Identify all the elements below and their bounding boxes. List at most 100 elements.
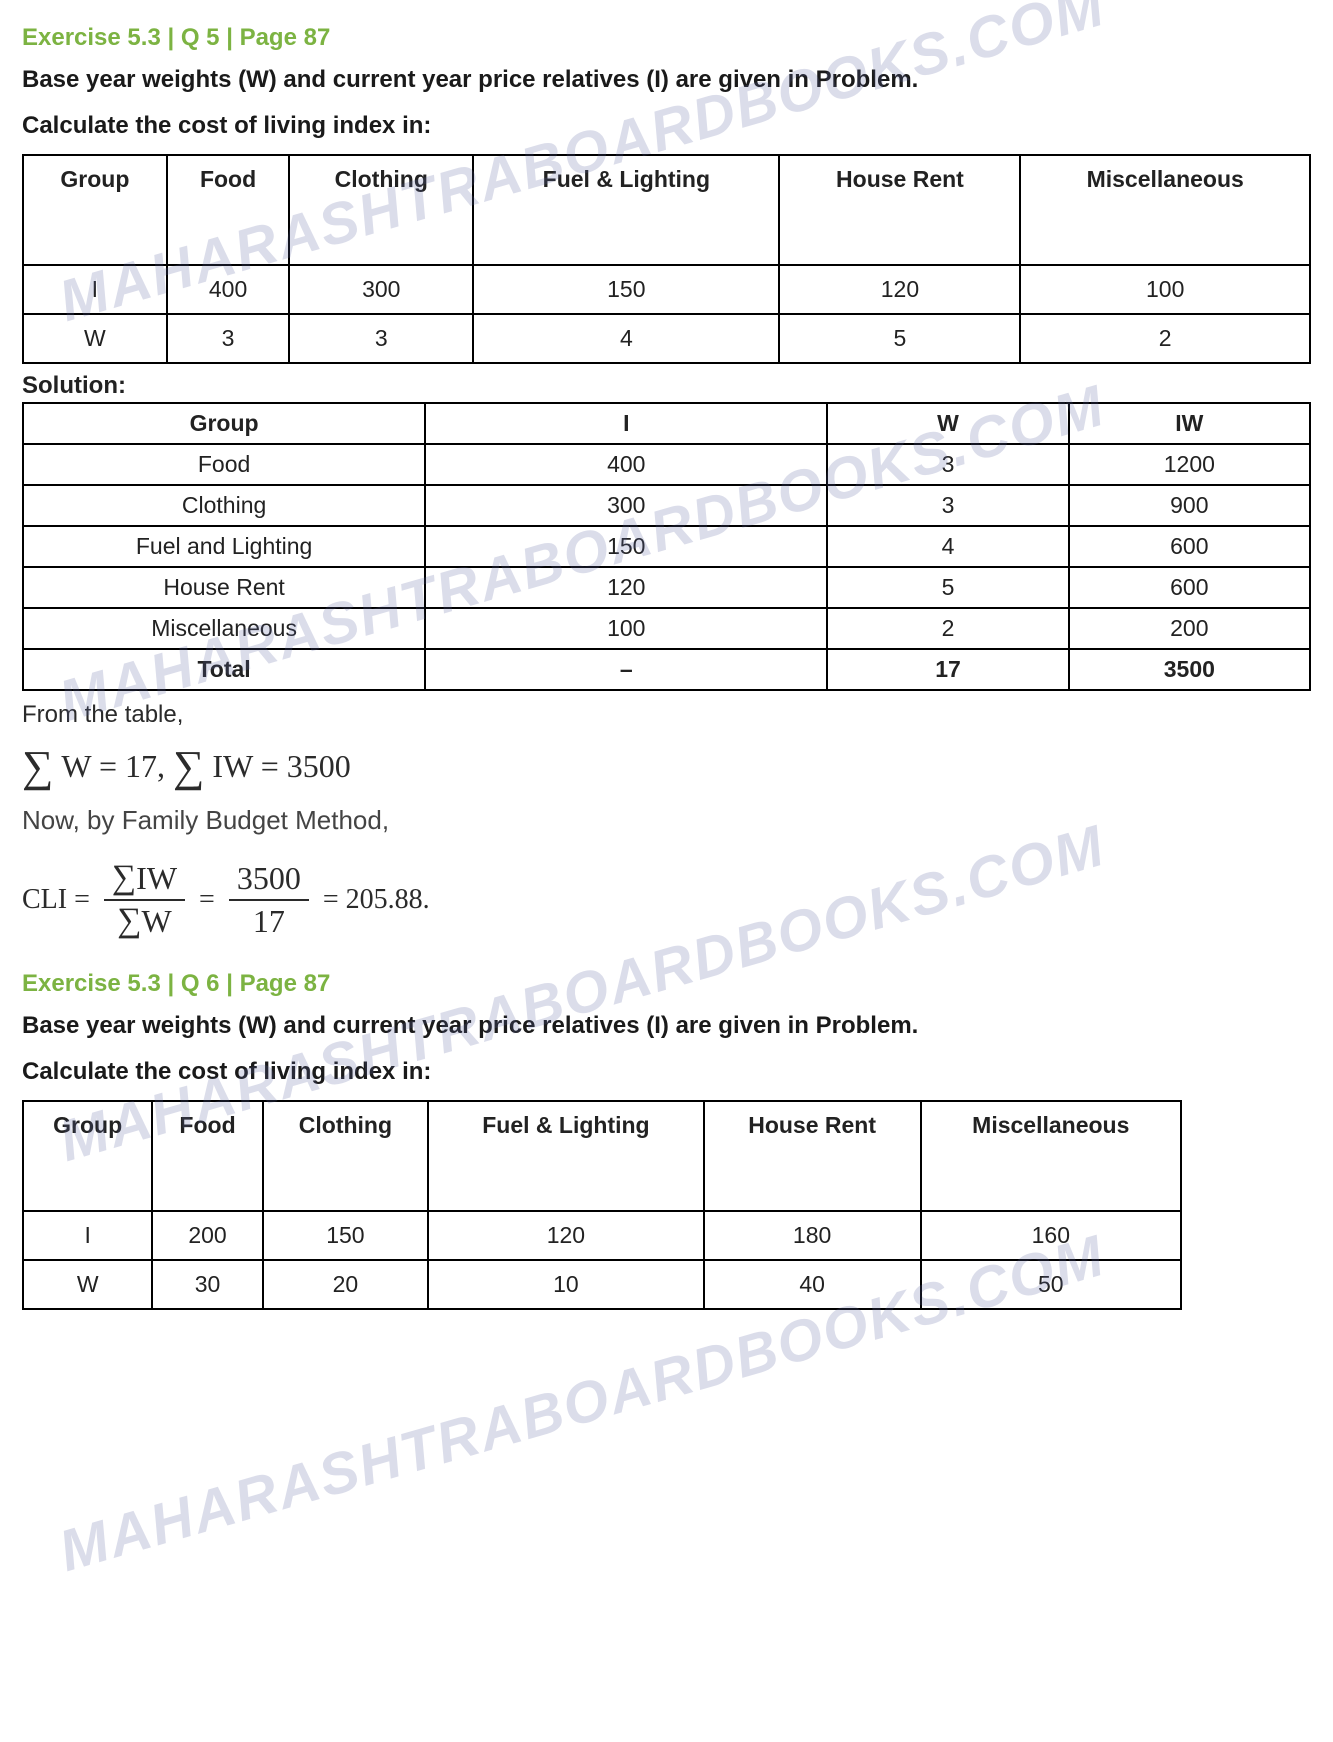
cell: 600 bbox=[1069, 526, 1310, 567]
cell: 4 bbox=[827, 526, 1068, 567]
q5-solution-table: Group I W IW Food 400 3 1200 Clothing 30… bbox=[22, 402, 1311, 691]
cell: Miscellaneous bbox=[23, 608, 425, 649]
q5-col-fuel: Fuel & Lighting bbox=[473, 155, 779, 265]
cell: 100 bbox=[425, 608, 827, 649]
cell: 4 bbox=[473, 314, 779, 363]
table-row: I 200 150 120 180 160 bbox=[23, 1211, 1181, 1260]
q5-problem-line2: Calculate the cost of living index in: bbox=[22, 112, 1311, 140]
cli-label: CLI = bbox=[22, 884, 90, 916]
cell: 5 bbox=[779, 314, 1020, 363]
cell: 150 bbox=[263, 1211, 428, 1260]
sum-w-text: W = 17, bbox=[61, 748, 165, 785]
exercise-5-3-q6-header: Exercise 5.3 | Q 6 | Page 87 bbox=[22, 970, 1311, 998]
table-row: W 30 20 10 40 50 bbox=[23, 1260, 1181, 1309]
cell: 3 bbox=[289, 314, 473, 363]
sol-col-w: W bbox=[827, 403, 1068, 444]
solution-label: Solution: bbox=[22, 372, 1311, 400]
cell: 50 bbox=[921, 1260, 1182, 1309]
cell: 150 bbox=[473, 265, 779, 314]
cell: 180 bbox=[704, 1211, 921, 1260]
cell: 3 bbox=[827, 485, 1068, 526]
q6-col-misc: Miscellaneous bbox=[921, 1101, 1182, 1211]
cell: 17 bbox=[827, 649, 1068, 690]
cell: 120 bbox=[779, 265, 1020, 314]
q5-col-misc: Miscellaneous bbox=[1020, 155, 1310, 265]
cell: House Rent bbox=[23, 567, 425, 608]
q5-col-clothing: Clothing bbox=[289, 155, 473, 265]
cell: 2 bbox=[827, 608, 1068, 649]
cell: 400 bbox=[425, 444, 827, 485]
cell: 900 bbox=[1069, 485, 1310, 526]
cell: 150 bbox=[425, 526, 827, 567]
cell: Fuel and Lighting bbox=[23, 526, 425, 567]
cell: 200 bbox=[1069, 608, 1310, 649]
q6-data-table: Group Food Clothing Fuel & Lighting Hous… bbox=[22, 1100, 1182, 1310]
cli-equation: CLI = ∑IW ∑W = 3500 17 = 205.88. bbox=[22, 858, 1311, 942]
q6-col-food: Food bbox=[152, 1101, 262, 1211]
cell: 120 bbox=[428, 1211, 704, 1260]
q5-col-food: Food bbox=[167, 155, 290, 265]
q5-col-rent: House Rent bbox=[779, 155, 1020, 265]
q6-col-clothing: Clothing bbox=[263, 1101, 428, 1211]
q6-problem-line1: Base year weights (W) and current year p… bbox=[22, 1012, 1311, 1040]
cell: 600 bbox=[1069, 567, 1310, 608]
method-text: Now, by Family Budget Method, bbox=[22, 805, 1311, 836]
sum-equation: ∑ W = 17, ∑ IW = 3500 bbox=[22, 747, 1311, 787]
q5-row-i-label: I bbox=[23, 265, 167, 314]
den-17: 17 bbox=[245, 901, 293, 942]
sigma-icon: ∑ bbox=[22, 747, 53, 787]
cell: Food bbox=[23, 444, 425, 485]
q5-problem-line1: Base year weights (W) and current year p… bbox=[22, 66, 1311, 94]
equals: = bbox=[199, 884, 215, 916]
cell: 5 bbox=[827, 567, 1068, 608]
table-row: Fuel and Lighting 150 4 600 bbox=[23, 526, 1310, 567]
cell: 300 bbox=[289, 265, 473, 314]
cli-result: = 205.88. bbox=[323, 884, 430, 916]
num-iw: IW bbox=[136, 860, 177, 897]
cell: 200 bbox=[152, 1211, 262, 1260]
cell: – bbox=[425, 649, 827, 690]
cell: 30 bbox=[152, 1260, 262, 1309]
cell: 20 bbox=[263, 1260, 428, 1309]
q6-col-group: Group bbox=[23, 1101, 152, 1211]
cell: 160 bbox=[921, 1211, 1182, 1260]
cell: 300 bbox=[425, 485, 827, 526]
sol-col-iw: IW bbox=[1069, 403, 1310, 444]
num-3500: 3500 bbox=[229, 858, 309, 899]
cell: 100 bbox=[1020, 265, 1310, 314]
fraction-sigma: ∑IW ∑W bbox=[104, 858, 185, 942]
total-row: Total – 17 3500 bbox=[23, 649, 1310, 690]
sigma-icon: ∑ bbox=[117, 906, 141, 937]
table-row: I 400 300 150 120 100 bbox=[23, 265, 1310, 314]
q6-col-rent: House Rent bbox=[704, 1101, 921, 1211]
cell: 40 bbox=[704, 1260, 921, 1309]
sol-col-i: I bbox=[425, 403, 827, 444]
cell: Total bbox=[23, 649, 425, 690]
cell: 1200 bbox=[1069, 444, 1310, 485]
cell: Clothing bbox=[23, 485, 425, 526]
sum-iw-text: IW = 3500 bbox=[212, 748, 350, 785]
table-row: Miscellaneous 100 2 200 bbox=[23, 608, 1310, 649]
table-row: W 3 3 4 5 2 bbox=[23, 314, 1310, 363]
sol-col-group: Group bbox=[23, 403, 425, 444]
cell: 400 bbox=[167, 265, 290, 314]
cell: 120 bbox=[425, 567, 827, 608]
q6-row-i-label: I bbox=[23, 1211, 152, 1260]
cell: 10 bbox=[428, 1260, 704, 1309]
q6-col-fuel: Fuel & Lighting bbox=[428, 1101, 704, 1211]
cell: 3 bbox=[167, 314, 290, 363]
sigma-icon: ∑ bbox=[173, 747, 204, 787]
cell: 3 bbox=[827, 444, 1068, 485]
exercise-5-3-q5-header: Exercise 5.3 | Q 5 | Page 87 bbox=[22, 24, 1311, 52]
table-row: Food 400 3 1200 bbox=[23, 444, 1310, 485]
cell: 2 bbox=[1020, 314, 1310, 363]
table-row: Clothing 300 3 900 bbox=[23, 485, 1310, 526]
cell: 3500 bbox=[1069, 649, 1310, 690]
q5-data-table: Group Food Clothing Fuel & Lighting Hous… bbox=[22, 154, 1311, 364]
sigma-icon: ∑ bbox=[112, 863, 136, 894]
q5-col-group: Group bbox=[23, 155, 167, 265]
fraction-numeric: 3500 17 bbox=[229, 858, 309, 942]
table-row: House Rent 120 5 600 bbox=[23, 567, 1310, 608]
q6-row-w-label: W bbox=[23, 1260, 152, 1309]
den-w: W bbox=[141, 903, 171, 940]
